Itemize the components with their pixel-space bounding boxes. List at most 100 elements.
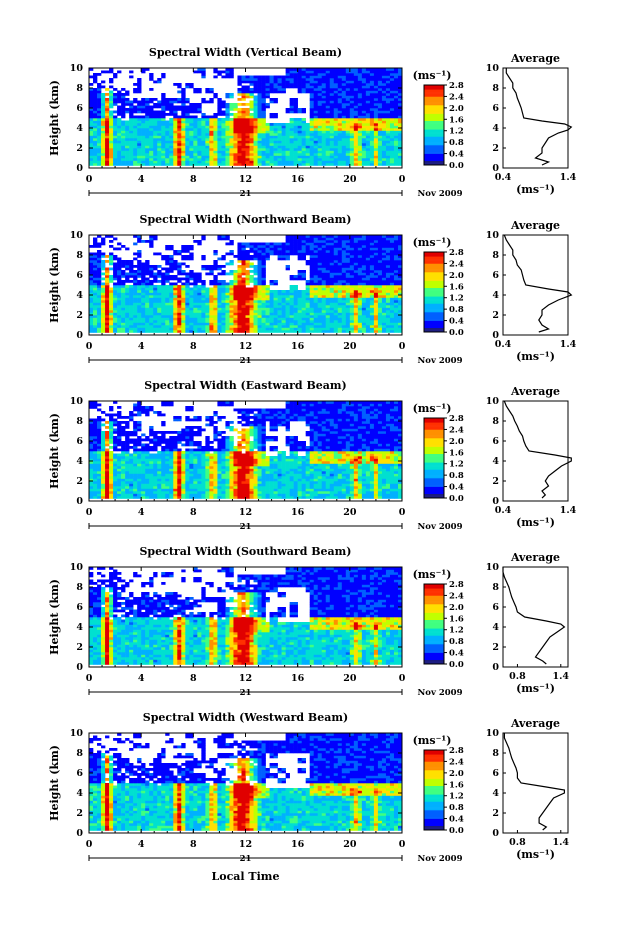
heatmap-cell	[233, 123, 238, 126]
heatmap-cell	[377, 98, 383, 101]
heatmap-cell	[113, 88, 118, 91]
heatmap-cell	[333, 140, 339, 144]
heatmap-cell	[109, 310, 114, 313]
heatmap-cell	[381, 80, 387, 84]
heatmap-cell	[341, 163, 347, 166]
heatmap-cell	[269, 330, 274, 333]
heatmap-cell	[113, 123, 118, 126]
heatmap-cell	[373, 75, 379, 79]
heatmap-cell	[269, 125, 274, 129]
heatmap-cell	[293, 105, 298, 109]
heatmap-cell	[325, 130, 331, 134]
heatmap-cell	[393, 68, 399, 71]
heatmap-cell	[261, 267, 266, 271]
heatmap-cell	[189, 257, 194, 261]
heatmap-cell	[361, 302, 367, 306]
heatmap-cell	[385, 130, 391, 134]
heatmap-cell	[97, 125, 102, 129]
heatmap-cell	[345, 90, 351, 94]
heatmap-cell	[249, 80, 254, 84]
heatmap-cell	[381, 93, 387, 96]
heatmap-cell	[373, 325, 379, 328]
heatmap-cell	[229, 327, 234, 331]
heatmap-cell	[309, 140, 315, 144]
heatmap-cell	[153, 133, 158, 136]
heatmap-cell	[289, 305, 294, 308]
heatmap-cell	[125, 145, 130, 149]
heatmap-cell	[253, 118, 258, 121]
heatmap-cell	[169, 297, 174, 301]
heatmap-cell	[153, 163, 158, 166]
heatmap-cell	[257, 145, 262, 149]
heatmap-cell	[153, 312, 158, 316]
heatmap-cell	[321, 118, 327, 121]
heatmap-cell	[249, 93, 254, 96]
heatmap-cell	[149, 135, 154, 139]
heatmap-cell	[261, 322, 266, 326]
heatmap-cell	[237, 312, 242, 316]
heatmap-cell	[173, 322, 178, 326]
heatmap-cell	[349, 160, 355, 164]
heatmap-cell	[329, 143, 335, 146]
heatmap-cell	[273, 307, 278, 311]
heatmap-cell	[165, 302, 170, 306]
heatmap-cell	[177, 148, 182, 151]
heatmap-cell	[161, 320, 166, 323]
heatmap-cell	[389, 150, 395, 154]
heatmap-cell	[261, 155, 266, 159]
heatmap-cell	[301, 118, 306, 121]
heatmap-cell	[393, 123, 399, 126]
heatmap-cell	[305, 88, 310, 91]
heatmap-cell	[177, 150, 182, 154]
heatmap-cell	[97, 297, 102, 301]
heatmap-cell	[325, 300, 331, 303]
heatmap-cell	[369, 83, 375, 86]
heatmap-cell	[133, 158, 138, 161]
heatmap-cell	[141, 138, 146, 141]
heatmap-cell	[313, 78, 319, 81]
heatmap-cell	[397, 125, 403, 129]
heatmap-cell	[229, 70, 234, 74]
heatmap-cell	[317, 140, 323, 144]
heatmap-cell	[169, 260, 174, 263]
heatmap-cell	[309, 315, 315, 318]
heatmap-cell	[101, 150, 106, 154]
heatmap-cell	[257, 312, 262, 316]
heatmap-cell	[273, 138, 278, 141]
heatmap-cell	[345, 305, 351, 308]
heatmap-cell	[141, 315, 146, 318]
heatmap-cell	[221, 280, 226, 283]
heatmap-cell	[97, 282, 102, 286]
heatmap-cell	[289, 125, 294, 129]
heatmap-cell	[97, 113, 102, 116]
heatmap-cell	[257, 282, 262, 286]
heatmap-cell	[153, 135, 158, 139]
heatmap-cell	[377, 277, 383, 281]
heatmap-cell	[241, 330, 246, 333]
heatmap-cell	[361, 277, 367, 281]
heatmap-cell	[245, 325, 250, 328]
heatmap-cell	[313, 262, 319, 266]
heatmap-cell	[357, 108, 363, 111]
heatmap-cell	[345, 257, 351, 261]
heatmap-cell	[349, 292, 355, 296]
heatmap-cell	[365, 295, 371, 298]
heatmap-cell	[289, 148, 294, 151]
heatmap-cell	[325, 272, 331, 276]
heatmap-cell	[121, 133, 126, 136]
heatmap-cell	[169, 330, 174, 333]
heatmap-cell	[181, 98, 186, 101]
heatmap-cell	[181, 302, 186, 306]
heatmap-cell	[377, 272, 383, 276]
heatmap-cell	[185, 113, 190, 116]
heatmap-cell	[293, 305, 298, 308]
heatmap-cell	[357, 155, 363, 159]
heatmap-cell	[325, 247, 331, 251]
heatmap-cell	[101, 133, 106, 136]
heatmap-cell	[217, 105, 222, 109]
heatmap-cell	[293, 163, 298, 166]
colorbar-segment	[424, 103, 444, 106]
heatmap-cell	[377, 68, 383, 71]
heatmap-cell	[349, 235, 355, 238]
heatmap-cell	[205, 130, 210, 134]
